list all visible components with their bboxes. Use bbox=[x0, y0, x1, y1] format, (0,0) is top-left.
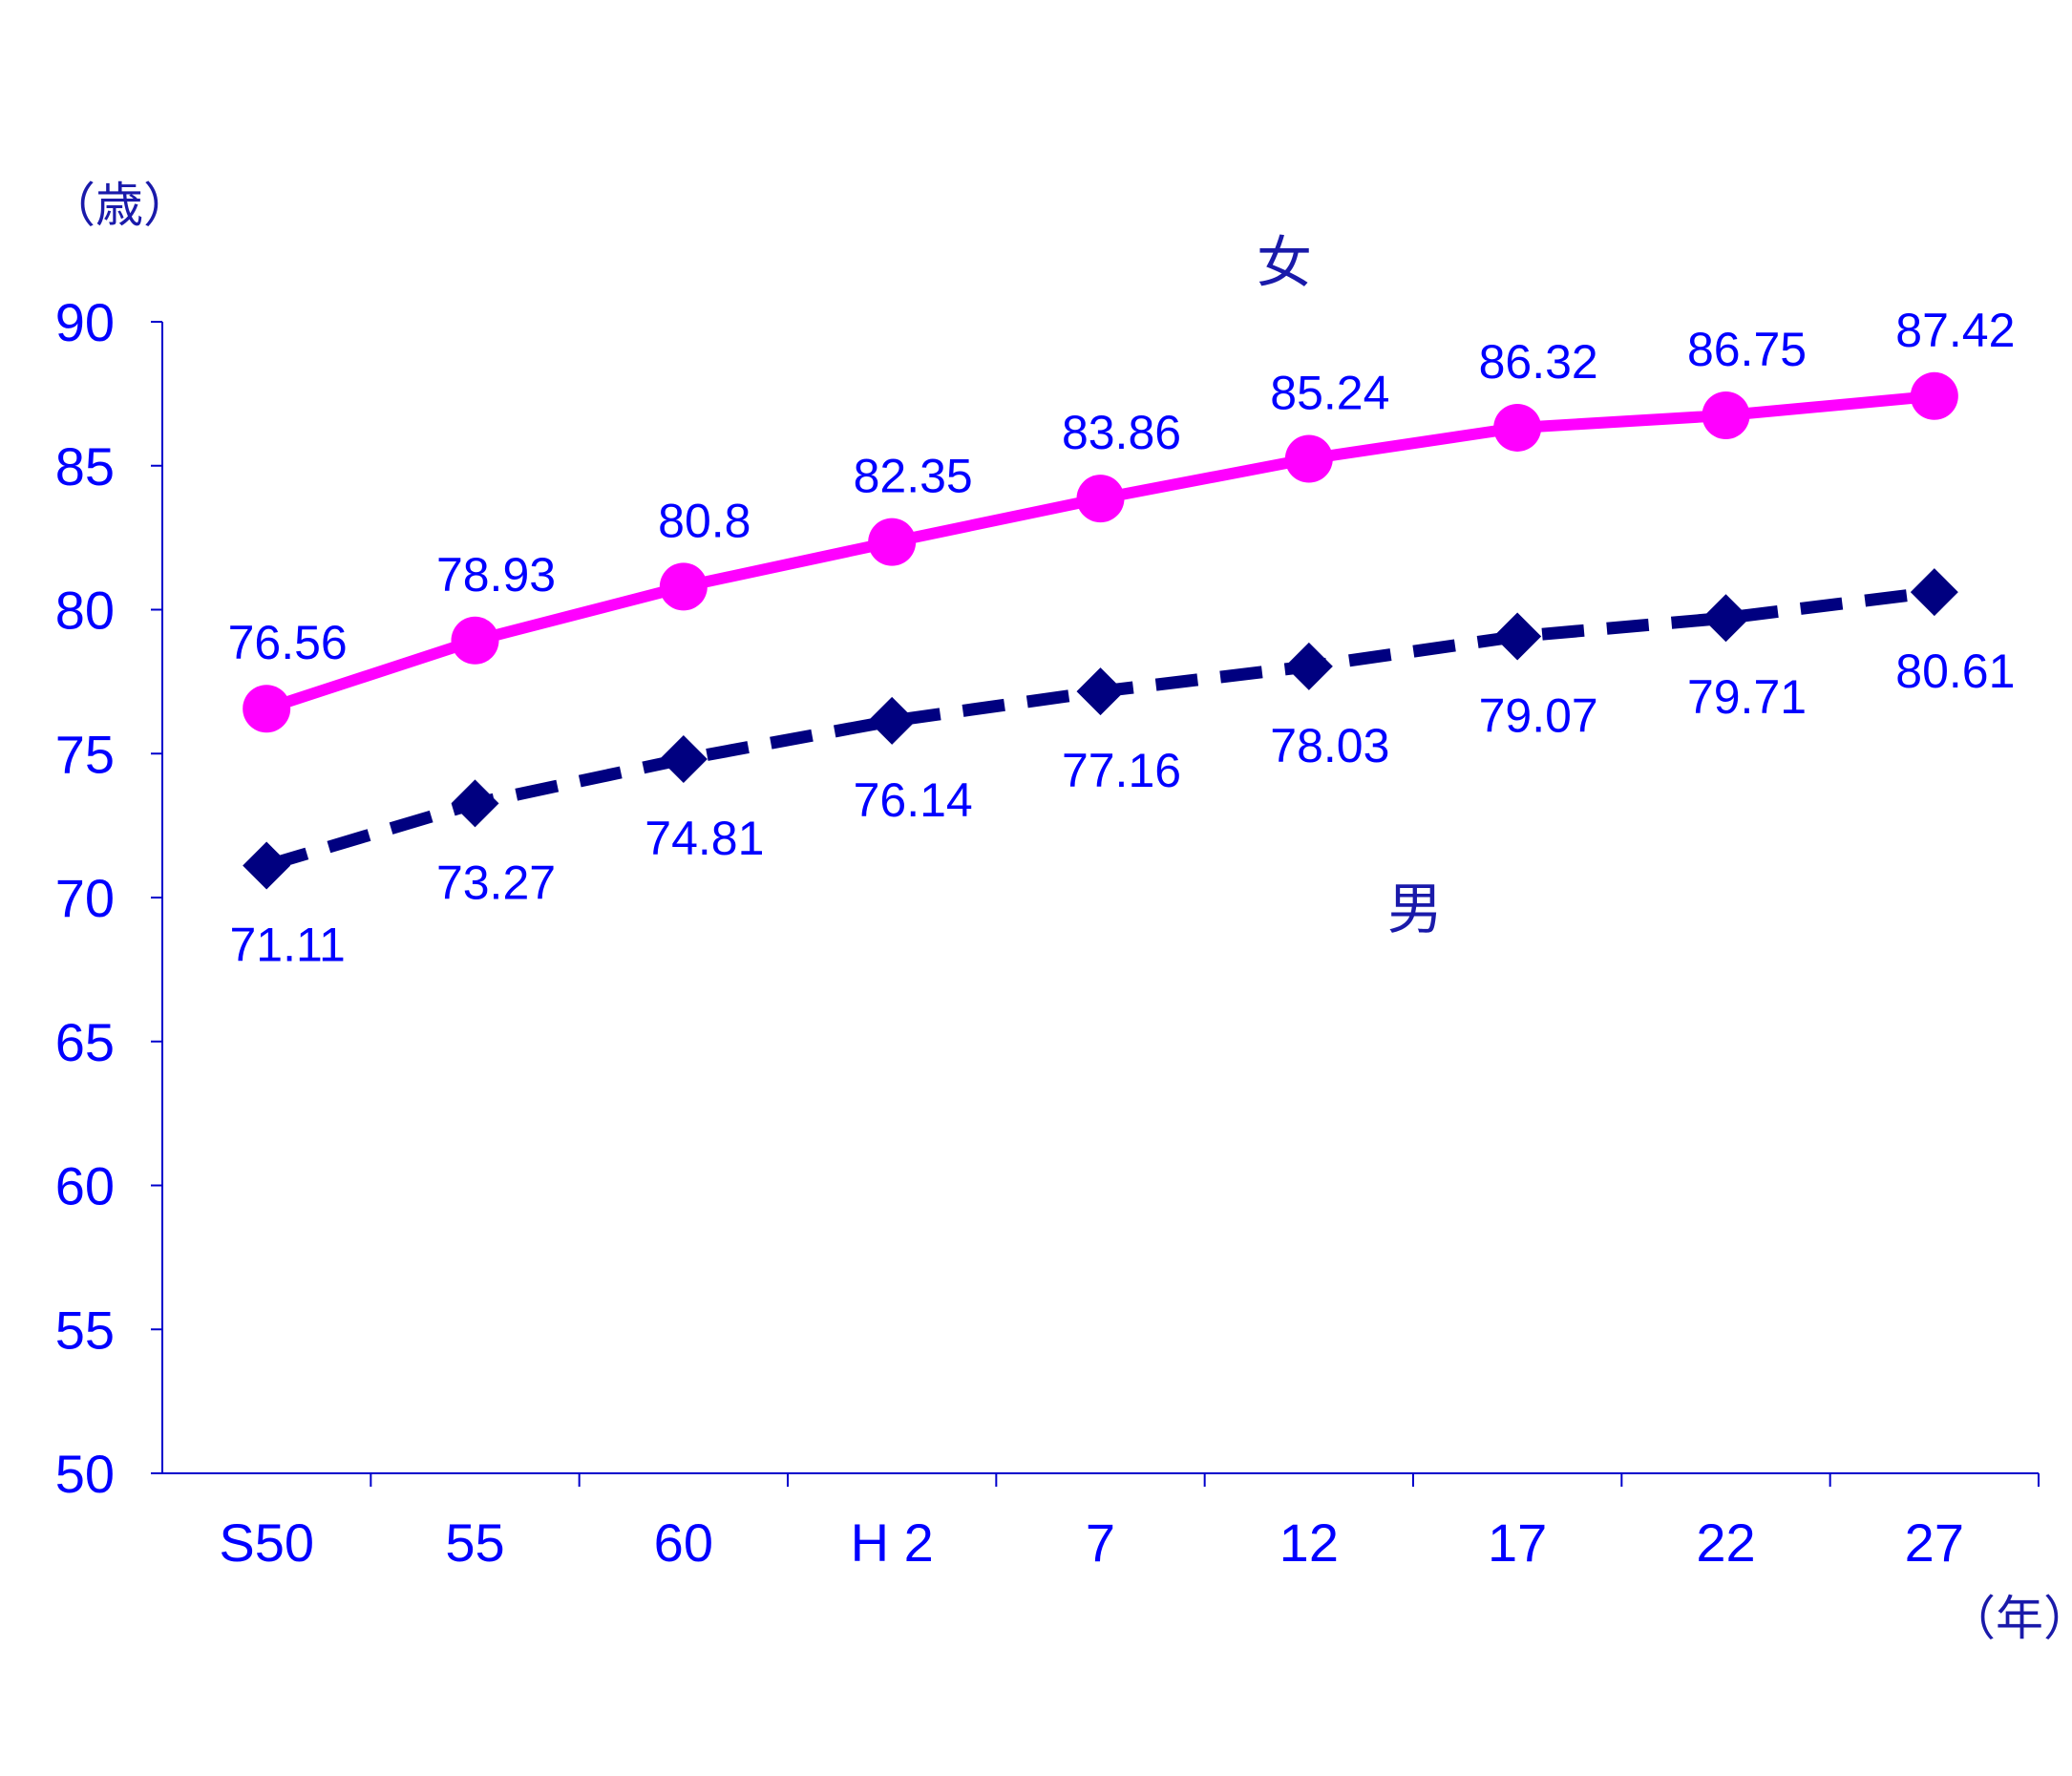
marker-diamond bbox=[451, 779, 499, 828]
marker-circle bbox=[451, 616, 499, 665]
marker-circle bbox=[243, 685, 291, 733]
y-tick-label: 70 bbox=[55, 868, 115, 928]
y-tick-label: 65 bbox=[55, 1012, 115, 1072]
data-label: 82.35 bbox=[854, 450, 973, 503]
marker-diamond bbox=[1493, 612, 1542, 661]
series-label-male: 男 bbox=[1387, 877, 1443, 941]
x-tick-label: 7 bbox=[1086, 1512, 1115, 1573]
y-tick-label: 85 bbox=[55, 436, 115, 497]
marker-circle bbox=[1493, 403, 1542, 452]
y-tick-label: 90 bbox=[55, 292, 115, 352]
x-tick-label: 22 bbox=[1696, 1512, 1755, 1573]
marker-diamond bbox=[1284, 642, 1333, 690]
marker-circle bbox=[1076, 475, 1125, 523]
marker-diamond bbox=[868, 696, 917, 745]
y-tick-label: 50 bbox=[55, 1444, 115, 1504]
y-tick-label: 55 bbox=[55, 1300, 115, 1360]
y-tick-label: 75 bbox=[55, 724, 115, 784]
data-label: 85.24 bbox=[1270, 367, 1389, 420]
marker-circle bbox=[868, 518, 917, 566]
y-tick-label: 60 bbox=[55, 1156, 115, 1216]
marker-diamond bbox=[659, 734, 708, 783]
data-label: 76.56 bbox=[228, 616, 348, 669]
data-label: 86.75 bbox=[1687, 323, 1807, 376]
marker-circle bbox=[659, 562, 708, 611]
y-tick-label: 80 bbox=[55, 581, 115, 641]
data-label: 78.93 bbox=[436, 548, 556, 602]
data-label: 74.81 bbox=[645, 812, 764, 865]
data-label: 71.11 bbox=[229, 919, 345, 972]
marker-circle bbox=[1910, 371, 1958, 420]
data-label: 76.14 bbox=[854, 773, 973, 827]
data-label: 79.71 bbox=[1687, 670, 1807, 724]
marker-circle bbox=[1702, 391, 1750, 439]
marker-diamond bbox=[1076, 667, 1125, 716]
data-label: 87.42 bbox=[1895, 304, 2015, 357]
x-tick-label: 55 bbox=[445, 1512, 504, 1573]
marker-diamond bbox=[1702, 594, 1750, 643]
x-tick-label: S50 bbox=[219, 1512, 314, 1573]
x-axis-title: （年） bbox=[1948, 1591, 2072, 1646]
data-label: 79.07 bbox=[1479, 689, 1598, 743]
marker-diamond bbox=[243, 841, 291, 890]
x-tick-label: H 2 bbox=[851, 1512, 934, 1573]
marker-circle bbox=[1284, 434, 1333, 483]
data-label: 78.03 bbox=[1270, 719, 1389, 772]
data-labels-layer: 76.56 78.93 80.8 82.35 83.86 85.24 86.32 86.75 8… bbox=[228, 230, 2016, 972]
data-label: 80.61 bbox=[1895, 645, 2015, 698]
y-ticks: 50 55 60 65 70 75 80 85 90 bbox=[55, 292, 162, 1504]
data-label: 80.8 bbox=[658, 494, 751, 547]
data-label: 77.16 bbox=[1062, 744, 1181, 797]
x-tick-label: 27 bbox=[1905, 1512, 1964, 1573]
x-tick-label: 60 bbox=[654, 1512, 713, 1573]
marker-diamond bbox=[1910, 568, 1958, 617]
series-layer bbox=[243, 371, 1958, 890]
data-label: 83.86 bbox=[1062, 406, 1181, 459]
x-tick-label: 12 bbox=[1279, 1512, 1339, 1573]
data-label: 73.27 bbox=[436, 856, 556, 909]
series-label-female: 女 bbox=[1257, 230, 1312, 295]
x-tick-label: 17 bbox=[1488, 1512, 1547, 1573]
y-axis-title: （歳） bbox=[48, 178, 191, 233]
data-label: 86.32 bbox=[1479, 335, 1598, 389]
x-ticks: S50 55 60 H 2 7 12 17 22 27 bbox=[219, 1473, 2040, 1573]
